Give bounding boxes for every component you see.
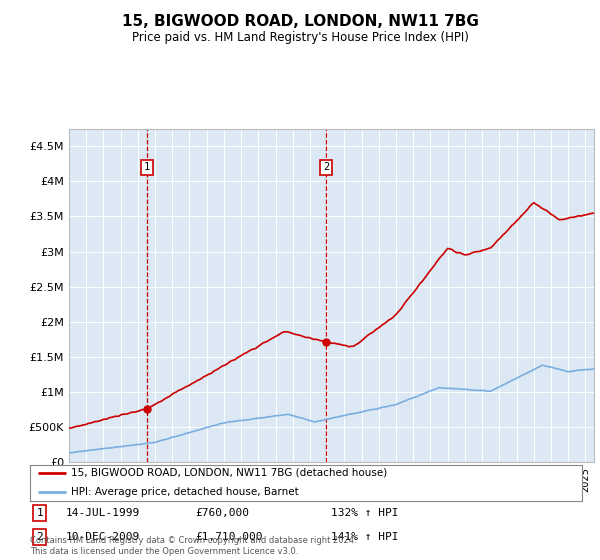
Text: 2: 2 <box>323 162 329 172</box>
Text: £1,710,000: £1,710,000 <box>196 532 263 542</box>
Text: HPI: Average price, detached house, Barnet: HPI: Average price, detached house, Barn… <box>71 487 299 497</box>
Text: 14-JUL-1999: 14-JUL-1999 <box>66 508 140 518</box>
Text: 132% ↑ HPI: 132% ↑ HPI <box>331 508 398 518</box>
Text: 15, BIGWOOD ROAD, LONDON, NW11 7BG: 15, BIGWOOD ROAD, LONDON, NW11 7BG <box>122 14 478 29</box>
Text: 1: 1 <box>144 162 150 172</box>
Text: Price paid vs. HM Land Registry's House Price Index (HPI): Price paid vs. HM Land Registry's House … <box>131 31 469 44</box>
Text: 1: 1 <box>37 508 43 518</box>
Text: 141% ↑ HPI: 141% ↑ HPI <box>331 532 398 542</box>
Text: £760,000: £760,000 <box>196 508 250 518</box>
Text: Contains HM Land Registry data © Crown copyright and database right 2024.
This d: Contains HM Land Registry data © Crown c… <box>30 536 356 556</box>
Text: 15, BIGWOOD ROAD, LONDON, NW11 7BG (detached house): 15, BIGWOOD ROAD, LONDON, NW11 7BG (deta… <box>71 468 388 478</box>
Text: 10-DEC-2009: 10-DEC-2009 <box>66 532 140 542</box>
Text: 2: 2 <box>37 532 43 542</box>
